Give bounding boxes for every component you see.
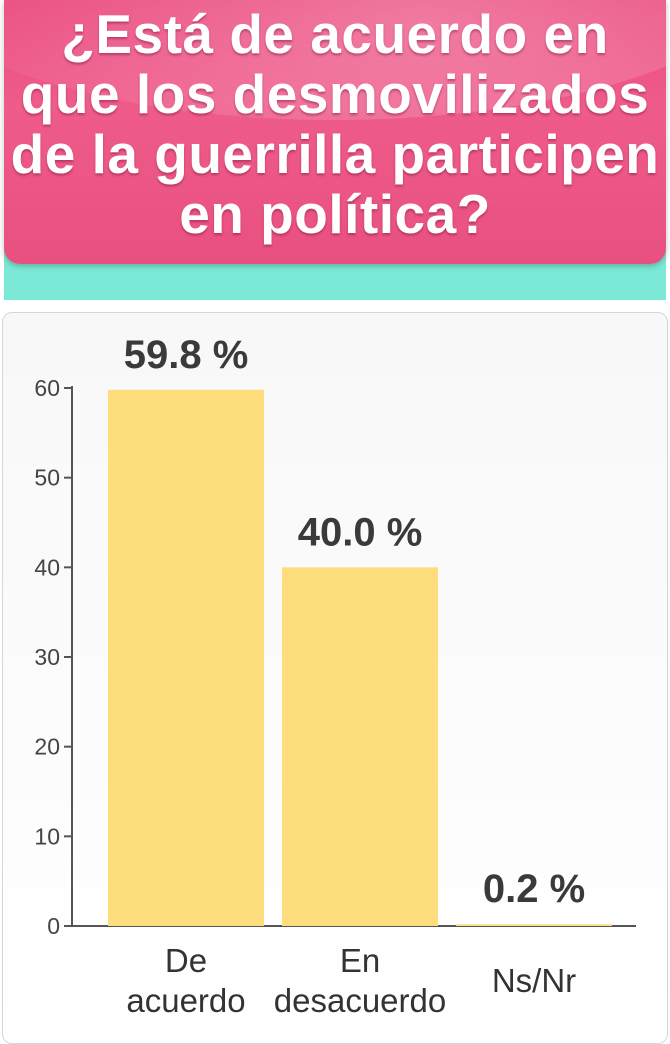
- bar-2: [282, 567, 438, 926]
- bar-1: [108, 389, 264, 926]
- category-label-2-2: desacuerdo: [274, 982, 446, 1019]
- y-tick-label-20: 20: [34, 734, 60, 760]
- category-label-3-1: Ns/Nr: [492, 962, 576, 999]
- header-banner: ¿Está de acuerdo en que los desmovilizad…: [4, 0, 666, 264]
- y-tick-label-10: 10: [34, 823, 60, 849]
- data-label-1: 59.8 %: [124, 333, 249, 377]
- data-label-3: 0.2 %: [483, 867, 585, 911]
- y-tick-label-60: 60: [34, 375, 60, 401]
- category-label-1-1: De: [165, 942, 207, 979]
- y-tick-label-50: 50: [34, 465, 60, 491]
- header: ¿Está de acuerdo en que los desmovilizad…: [4, 0, 666, 300]
- bar-3: [456, 924, 612, 926]
- y-tick-label-40: 40: [34, 554, 60, 580]
- category-label-2-1: En: [340, 942, 380, 979]
- data-label-2: 40.0 %: [298, 510, 423, 554]
- category-label-1-2: acuerdo: [126, 982, 245, 1019]
- chart-title: ¿Está de acuerdo en que los desmovilizad…: [10, 3, 660, 245]
- y-tick-label-0: 0: [47, 913, 60, 939]
- y-tick-label-30: 30: [34, 644, 60, 670]
